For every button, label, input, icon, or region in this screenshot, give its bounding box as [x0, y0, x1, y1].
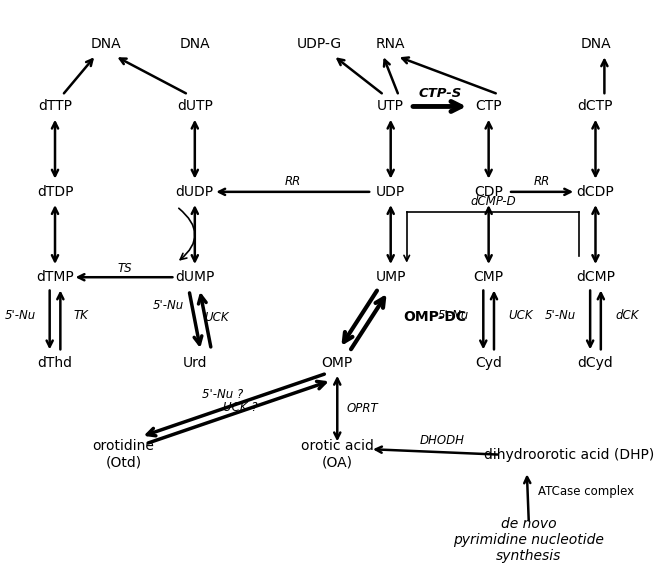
Text: UCK ?: UCK ? [223, 401, 258, 413]
Text: dTMP: dTMP [36, 270, 74, 284]
Text: 5'-Nu: 5'-Nu [437, 309, 469, 322]
Text: 5'-Nu: 5'-Nu [5, 309, 36, 322]
Text: dTDP: dTDP [37, 185, 73, 199]
Text: dThd: dThd [38, 356, 73, 370]
Text: CTP: CTP [475, 99, 502, 113]
Text: OMP-DC: OMP-DC [403, 310, 466, 324]
Text: TS: TS [118, 262, 132, 274]
Text: Urd: Urd [183, 356, 207, 370]
Text: DHODH: DHODH [419, 433, 464, 447]
Text: DNA: DNA [91, 37, 121, 51]
Text: UTP: UTP [377, 99, 404, 113]
Text: dihydroorotic acid (DHP): dihydroorotic acid (DHP) [484, 447, 654, 461]
Text: orotic acid
(OA): orotic acid (OA) [301, 439, 374, 470]
Text: UCK: UCK [508, 309, 533, 322]
Text: CDP: CDP [474, 185, 503, 199]
Text: OMP: OMP [322, 356, 353, 370]
Text: dUDP: dUDP [176, 185, 214, 199]
Text: dCK: dCK [615, 309, 638, 322]
Text: CTP-S: CTP-S [418, 88, 461, 100]
Text: OPRT: OPRT [346, 402, 378, 415]
Text: dCTP: dCTP [578, 99, 614, 113]
Text: dCMP-D: dCMP-D [470, 195, 516, 208]
Text: de novo
pyrimidine nucleotide
synthesis: de novo pyrimidine nucleotide synthesis [454, 517, 604, 563]
Text: dUTP: dUTP [177, 99, 213, 113]
Text: orotidine
(Otd): orotidine (Otd) [93, 439, 155, 470]
Text: DNA: DNA [179, 37, 210, 51]
Text: dCyd: dCyd [578, 356, 614, 370]
Text: UCK: UCK [204, 311, 229, 325]
Text: RNA: RNA [376, 37, 405, 51]
Text: UDP: UDP [376, 185, 405, 199]
Text: TK: TK [74, 309, 89, 322]
Text: dUMP: dUMP [175, 270, 214, 284]
Text: ATCase complex: ATCase complex [538, 485, 634, 499]
Text: 5'-Nu: 5'-Nu [544, 309, 576, 322]
Text: CMP: CMP [474, 270, 504, 284]
Text: 5'-Nu ?: 5'-Nu ? [202, 388, 243, 401]
Text: 5'-Nu: 5'-Nu [153, 299, 184, 312]
Text: dTTP: dTTP [38, 99, 72, 113]
Text: RR: RR [285, 176, 301, 189]
Text: dCDP: dCDP [577, 185, 614, 199]
Text: RR: RR [534, 176, 550, 189]
Text: Cyd: Cyd [475, 356, 502, 370]
Text: UMP: UMP [376, 270, 406, 284]
Text: UDP-G: UDP-G [297, 37, 342, 51]
Text: dCMP: dCMP [576, 270, 615, 284]
Text: DNA: DNA [580, 37, 611, 51]
